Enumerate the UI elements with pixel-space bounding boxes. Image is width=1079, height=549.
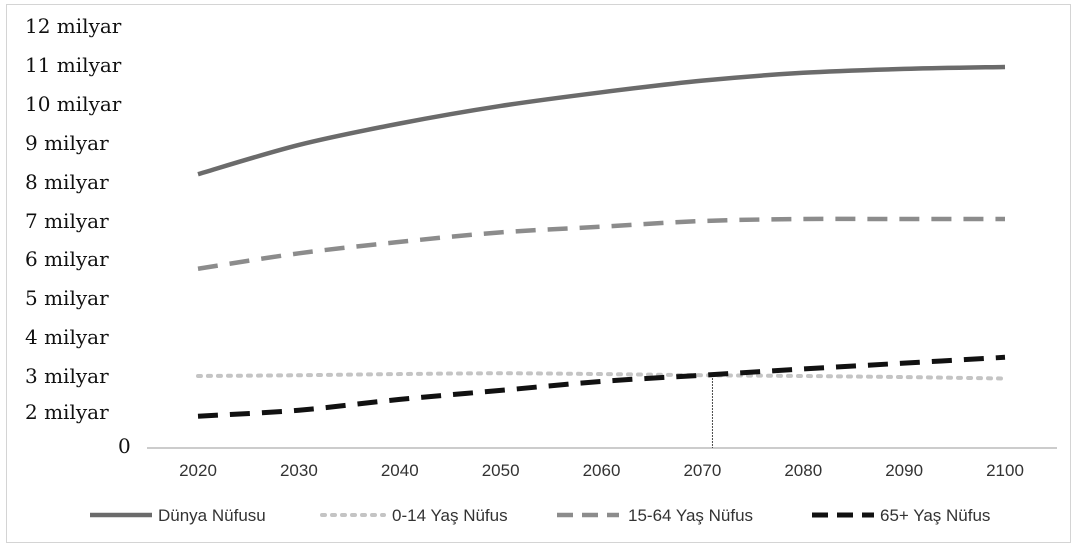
legend-label: 0-14 Yaş Nüfus: [392, 506, 508, 525]
y-tick-label: 6 milyar: [25, 247, 109, 271]
series-line-3: [197, 354, 1006, 419]
legend-label: 65+ Yaş Nüfus: [880, 506, 990, 525]
legend-label: 15-64 Yaş Nüfus: [628, 506, 753, 525]
y-tick-label: 9 milyar: [25, 131, 109, 155]
x-tick-label: 2060: [583, 461, 621, 480]
y-tick-label: 3 milyar: [25, 364, 109, 388]
y-tick-label: 2 milyar: [25, 400, 109, 424]
x-tick-label: 2040: [381, 461, 419, 480]
x-tick-label: 2100: [986, 461, 1024, 480]
x-axis-ticks: 2020 2030 2040 2050 2060 2070 2080 2090 2100: [179, 461, 1024, 480]
y-tick-label: 10 milyar: [25, 92, 122, 116]
chart-frame: [6, 4, 1071, 543]
legend: Dünya Nüfusu 0-14 Yaş Nüfus 15-64 Yaş Nüfu…: [90, 506, 990, 525]
x-tick-label: 2080: [784, 461, 822, 480]
x-tick-label: 2030: [280, 461, 318, 480]
y-axis-ticks: 0 2 milyar 3 milyar 4 milyar 5 milyar 6 milya…: [25, 14, 131, 458]
x-tick-label: 2070: [683, 461, 721, 480]
y-tick-label: 8 milyar: [25, 170, 109, 194]
x-tick-label: 2090: [885, 461, 923, 480]
legend-label: Dünya Nüfusu: [158, 506, 266, 525]
y-tick-label: 7 milyar: [25, 209, 109, 233]
series-lines: [196, 64, 1007, 419]
y-tick-label: 0: [118, 434, 131, 458]
series-line-2: [197, 216, 1006, 271]
y-tick-label: 5 milyar: [25, 286, 109, 310]
y-tick-label: 12 milyar: [25, 14, 122, 38]
x-tick-label: 2020: [179, 461, 217, 480]
y-tick-label: 4 milyar: [25, 325, 109, 349]
y-tick-label: 11 milyar: [25, 53, 122, 77]
series-line-1: [196, 371, 1007, 381]
series-line-0: [197, 64, 1006, 177]
x-tick-label: 2050: [482, 461, 520, 480]
